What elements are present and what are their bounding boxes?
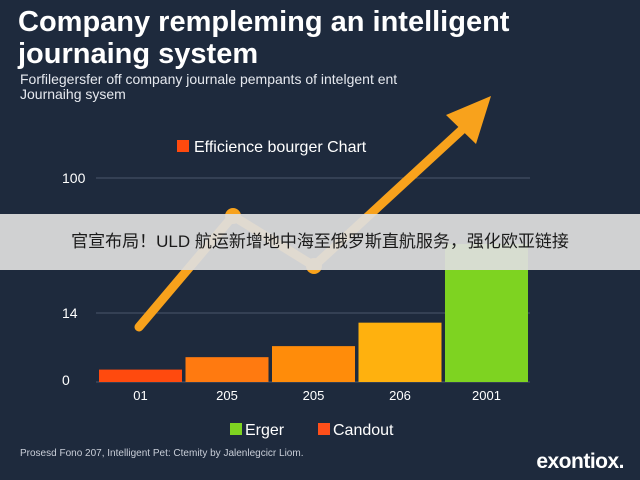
legend-label: Erger — [245, 422, 285, 439]
y-tick-label: 14 — [62, 305, 78, 321]
trend-arrow-head — [446, 96, 491, 144]
chart-subtitle: Forfilegersfer off company journale pemp… — [20, 71, 398, 102]
legend-swatch — [318, 423, 330, 435]
y-tick-label: 100 — [62, 170, 86, 186]
x-tick-label: 01 — [133, 388, 147, 403]
x-tick-label: 205 — [216, 388, 238, 403]
brand-logo-text: exontiox. — [536, 450, 624, 473]
chart-title-swatch — [177, 140, 189, 152]
x-tick-label: 2001 — [472, 388, 501, 403]
bar — [358, 322, 442, 382]
x-tick-label: 205 — [303, 388, 325, 403]
legend-swatch — [230, 423, 242, 435]
chart-inner-title: Efficience bourger Chart — [194, 139, 367, 156]
footer-credit: Prosesd Fono 207, Intelligent Pet: Ctemi… — [20, 448, 304, 459]
bar — [99, 369, 182, 382]
news-banner: 官宣布局！ULD 航运新增地中海至俄罗斯直航服务，强化欧亚链接 — [0, 214, 640, 270]
bar — [272, 346, 355, 382]
chart-title: Company rempleming an intelligent journa… — [18, 6, 510, 70]
bar — [185, 357, 269, 382]
legend-label: Candout — [333, 422, 394, 439]
x-tick-label: 206 — [389, 388, 411, 403]
y-tick-label: 0 — [62, 372, 70, 388]
